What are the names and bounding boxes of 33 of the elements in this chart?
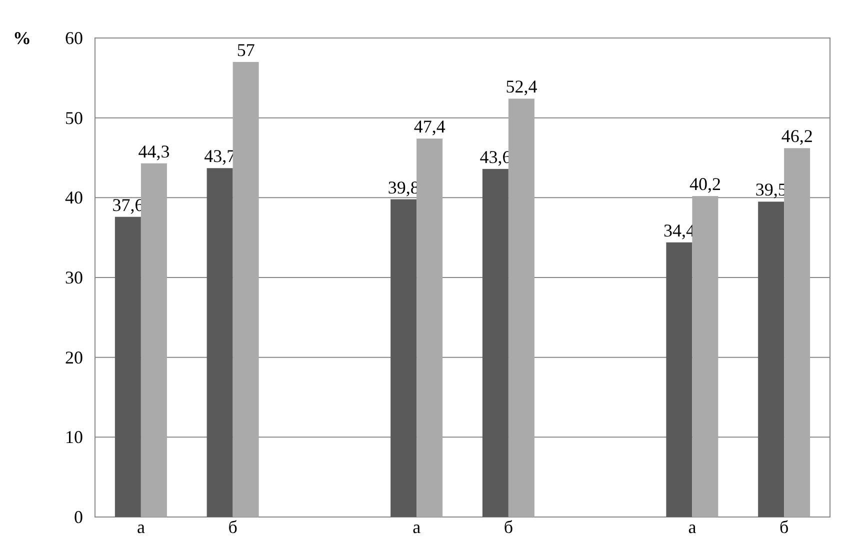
bar: [140, 163, 167, 517]
data-label: 52,4: [506, 76, 538, 97]
y-tick-label: 60: [65, 28, 83, 48]
x-tick-label: б: [779, 517, 789, 537]
x-tick-label: б: [228, 517, 238, 537]
bar: [784, 148, 810, 517]
x-tick-label: а: [136, 517, 145, 537]
bar: [114, 216, 141, 517]
bar: [232, 62, 259, 517]
x-tick-label: б: [504, 517, 514, 537]
y-axis-title: %: [13, 28, 31, 48]
x-tick-label: а: [688, 517, 696, 537]
bar: [416, 138, 443, 517]
data-label: 43,7: [204, 146, 236, 166]
data-label: 44,3: [138, 141, 170, 162]
y-tick-label: 50: [65, 108, 83, 128]
y-tick-label: 40: [65, 188, 83, 208]
y-tick-label: 0: [74, 507, 83, 527]
bar: [508, 98, 534, 517]
x-tick-label: а: [412, 517, 421, 537]
data-label: 47,4: [414, 116, 446, 137]
y-tick-label: 20: [65, 347, 83, 368]
bar: [666, 242, 692, 517]
data-label: 57: [236, 40, 255, 60]
bar: [758, 202, 784, 517]
bar: [692, 196, 718, 517]
data-label: 40,2: [689, 174, 721, 194]
data-label: 46,2: [781, 126, 813, 146]
y-tick-label: 10: [65, 427, 83, 448]
y-tick-label: 30: [65, 268, 83, 288]
bar: [482, 168, 508, 517]
bar: [206, 168, 233, 517]
bar: [390, 199, 417, 517]
